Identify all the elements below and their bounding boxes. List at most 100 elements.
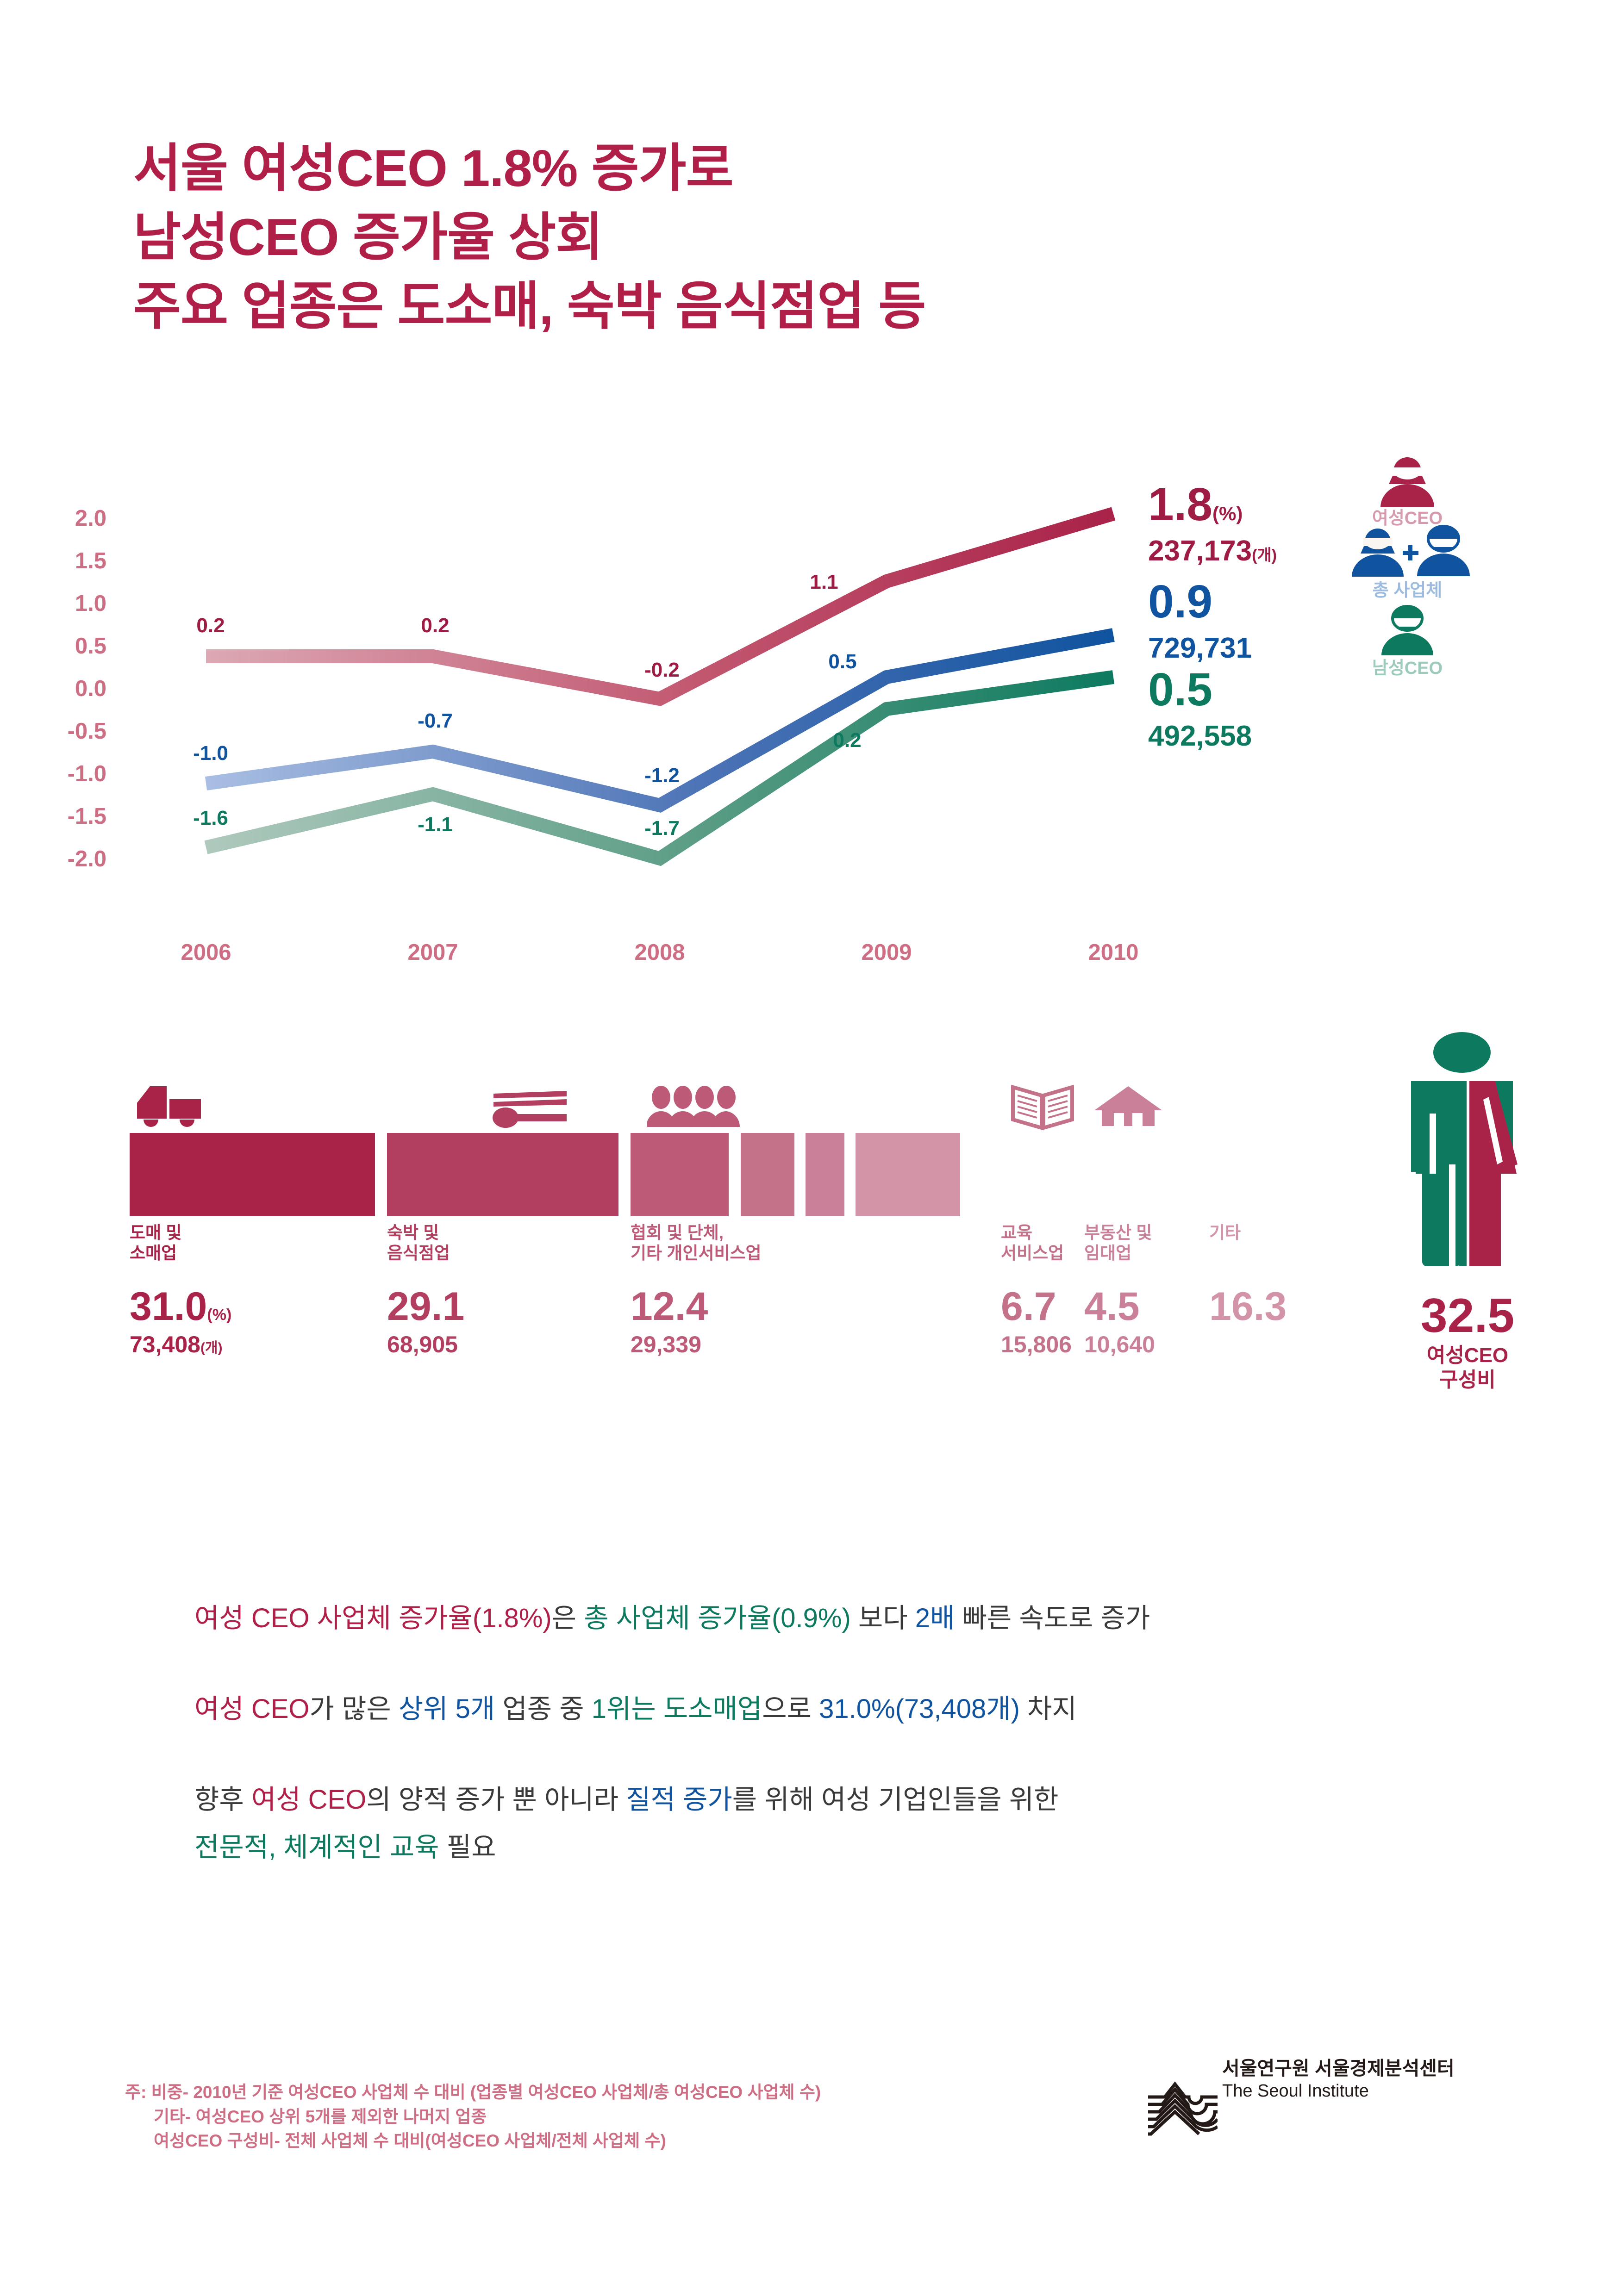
- bar-label-line2: 소매업: [130, 1243, 177, 1263]
- data-label-female-2008: -0.2: [644, 659, 680, 681]
- msg2-part7: 31.0%(73,408개): [819, 1694, 1020, 1724]
- msg3-part4: 질적 증가: [626, 1785, 732, 1815]
- msg2-part6: 으로: [762, 1694, 819, 1724]
- msg2-part5: 1위는 도소매업: [591, 1694, 762, 1724]
- endpoint-total-pct-row: 0.9: [1148, 579, 1252, 625]
- legend-item-male-ceo: 남성CEO: [1333, 604, 1481, 677]
- y-tick: -1.0: [67, 761, 106, 786]
- msg1-part2: 은: [551, 1603, 584, 1633]
- bar-pct-other: 16.3: [1209, 1287, 1287, 1326]
- msg2-part3: 상위 5개: [398, 1694, 495, 1724]
- bar-pct-value: 12.4: [631, 1284, 708, 1329]
- bar-pct-education: 6.7: [1001, 1287, 1056, 1326]
- series-line-total-business: [205, 628, 1115, 813]
- bar-pct-lodging-restaurant: 29.1: [387, 1287, 464, 1326]
- female-ceo-share-label: 여성CEO 구성비: [1370, 1344, 1565, 1393]
- message-2: 여성 CEO가 많은 상위 5개 업종 중 1위는 도소매업으로 31.0%(7…: [194, 1692, 1491, 1726]
- data-label-total-2006: -1.0: [193, 742, 228, 765]
- endpoint-total-pct: 0.9: [1148, 576, 1213, 628]
- share-label-line2: 구성비: [1439, 1368, 1496, 1391]
- data-label-male-2006: -1.6: [193, 807, 228, 829]
- organization-logo: 서울연구원 서울경제분석센터 The Seoul Institute: [1148, 2057, 1518, 2136]
- msg1-part4: 보다: [850, 1603, 915, 1633]
- data-label-male-2007: -1.1: [418, 813, 453, 836]
- bar-label-line1: 도매 및: [130, 1223, 182, 1242]
- bar-associations: [631, 1133, 729, 1216]
- title-line-1: 서울 여성CEO 1.8% 증가로: [133, 139, 734, 197]
- bar-label-line1: 숙박 및: [387, 1223, 439, 1242]
- msg4-part2: 필요: [439, 1832, 496, 1862]
- y-tick: 1.5: [75, 548, 106, 573]
- footnote-line-1: 주: 비중- 2010년 기준 여성CEO 사업체 수 대비 (업종별 여성CE…: [125, 2083, 821, 2102]
- bar-pct-wholesale-retail: 31.0(%): [130, 1287, 231, 1326]
- bar-pct-unit: (%): [207, 1306, 232, 1324]
- bar-label-line2: 음식점업: [387, 1243, 450, 1263]
- people-group-icon: [646, 1083, 740, 1133]
- logo-english-name: The Seoul Institute: [1222, 2081, 1369, 2101]
- msg4-part1: 전문적, 체계적인 교육: [194, 1832, 439, 1862]
- bar-lodging-restaurant: [387, 1133, 618, 1216]
- truck-icon: [133, 1079, 203, 1133]
- msg2-part8: 차지: [1019, 1694, 1077, 1724]
- bar-count-wholesale-retail: 73,408(개): [130, 1333, 223, 1356]
- title-line-2: 남성CEO 증가율 상회: [133, 208, 603, 266]
- endpoint-male-count: 492,558: [1148, 720, 1252, 752]
- female-ceo-share-value: 32.5: [1420, 1289, 1515, 1343]
- endpoint-female-pct-row: 1.8(%): [1148, 481, 1277, 528]
- bar-count-associations: 29,339: [631, 1332, 701, 1357]
- bar-count-real-estate: 10,640: [1084, 1332, 1155, 1357]
- endpoint-female-count-unit: (개): [1252, 547, 1277, 564]
- bar-label-real-estate: 부동산 및 임대업: [1084, 1223, 1152, 1263]
- data-label-total-2007: -0.7: [418, 709, 453, 732]
- bar-wholesale-retail: [130, 1133, 375, 1216]
- bar-label-line2: 서비스업: [1001, 1243, 1064, 1263]
- endpoint-male-ceo: 0.5 492,558: [1148, 666, 1252, 754]
- y-axis: 2.0 1.5 1.0 0.5 0.0 -0.5 -1.0 -1.5 -2.0: [37, 463, 106, 981]
- endpoint-female-pct: 1.8: [1148, 479, 1213, 530]
- bar-label-line1: 교육: [1001, 1223, 1033, 1242]
- male-female-split-figure-icon: [1411, 1032, 1518, 1267]
- endpoint-male-pct-row: 0.5: [1148, 666, 1252, 713]
- bar-other: [856, 1133, 960, 1216]
- open-book-icon: [1010, 1080, 1075, 1133]
- bar-count-value: 73,408: [130, 1332, 200, 1357]
- msg2-part4: 업종 중: [495, 1694, 592, 1724]
- endpoint-total-business: 0.9 729,731: [1148, 579, 1252, 666]
- bar-label-line1: 협회 및 단체,: [631, 1223, 724, 1242]
- male-figure-icon: [1381, 605, 1433, 655]
- msg3-part5: 를 위해 여성 기업인들을 위한: [732, 1785, 1059, 1815]
- bar-label-line1: 기타: [1209, 1223, 1241, 1242]
- bar-pct-real-estate: 4.5: [1084, 1287, 1140, 1326]
- data-label-female-2009: 1.1: [810, 571, 838, 593]
- x-tick-2007: 2007: [407, 940, 458, 965]
- bar-pct-value: 6.7: [1001, 1284, 1056, 1329]
- title-line-3: 주요 업종은 도소매, 숙박 음식점업 등: [133, 277, 926, 335]
- endpoint-male-pct: 0.5: [1148, 664, 1213, 716]
- msg1-part6: 빠른 속도로 증가: [955, 1603, 1150, 1633]
- bar-pct-value: 16.3: [1209, 1284, 1287, 1329]
- bar-label-wholesale-retail: 도매 및 소매업: [130, 1223, 181, 1263]
- bar-pct-value: 4.5: [1084, 1284, 1140, 1329]
- data-label-total-2009: 0.5: [828, 650, 857, 673]
- female-figure-icon: [1380, 457, 1434, 507]
- y-tick: -2.0: [67, 846, 106, 871]
- industry-bar-chart: 도매 및 소매업 31.0(%) 73,408(개) 숙박 및 음식점업 29.…: [130, 1037, 1287, 1356]
- legend-label-total-business: 총 사업체: [1372, 581, 1443, 600]
- y-tick: 1.0: [75, 591, 106, 616]
- bar-education: [741, 1133, 794, 1216]
- x-tick-2010: 2010: [1088, 940, 1139, 965]
- footnote-line-3: 여성CEO 구성비- 전체 사업체 수 대비(여성CEO 사업체/전체 사업체 …: [154, 2131, 666, 2151]
- bar-label-line2: 임대업: [1084, 1243, 1132, 1263]
- msg3-part2: 여성 CEO: [251, 1785, 367, 1815]
- endpoint-female-count: 237,173: [1148, 535, 1252, 567]
- logo-korean-name: 서울연구원 서울경제분석센터: [1222, 2058, 1455, 2079]
- house-icon: [1093, 1082, 1163, 1133]
- bar-label-associations: 협회 및 단체, 기타 개인서비스업: [631, 1223, 762, 1263]
- y-tick: -0.5: [67, 719, 106, 744]
- bar-label-line2: 기타 개인서비스업: [631, 1243, 762, 1263]
- data-label-male-2008: -1.7: [644, 817, 680, 840]
- series-line-female-ceo: [206, 507, 1116, 706]
- chart-legend: 여성CEO 총 사업체 남성CEO: [1333, 454, 1481, 677]
- bar-count-lodging-restaurant: 68,905: [387, 1332, 458, 1357]
- x-tick-2008: 2008: [634, 940, 685, 965]
